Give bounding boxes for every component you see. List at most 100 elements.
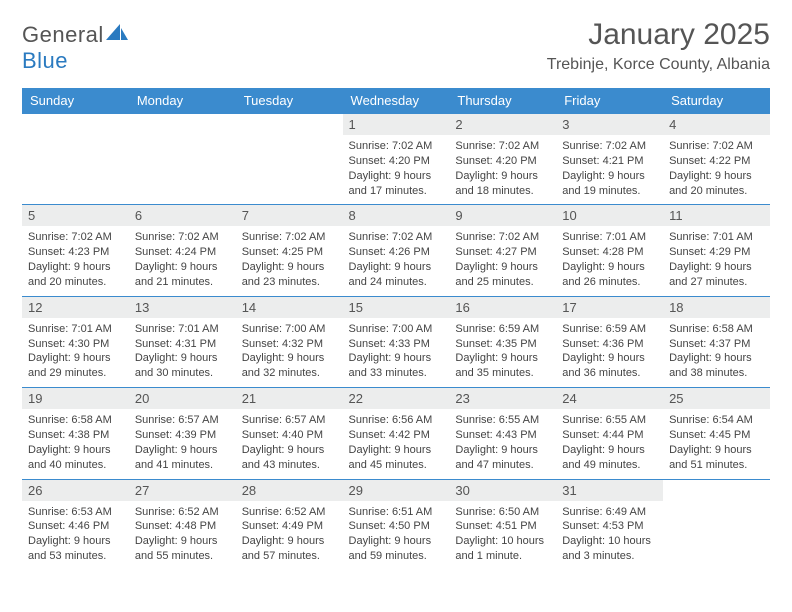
- weekday-header: Wednesday: [343, 88, 450, 114]
- calendar-cell: 29Sunrise: 6:51 AMSunset: 4:50 PMDayligh…: [343, 479, 450, 570]
- weekday-header: Friday: [556, 88, 663, 114]
- calendar-cell: 2Sunrise: 7:02 AMSunset: 4:20 PMDaylight…: [449, 114, 556, 205]
- header: GeneralBlue January 2025 Trebinje, Korce…: [22, 18, 770, 74]
- day-number: 20: [129, 388, 236, 409]
- location-text: Trebinje, Korce County, Albania: [547, 56, 770, 74]
- day-number: 17: [556, 297, 663, 318]
- day-details: Sunrise: 7:00 AMSunset: 4:33 PMDaylight:…: [343, 318, 450, 387]
- day-number: 27: [129, 480, 236, 501]
- day-number: 22: [343, 388, 450, 409]
- day-number: 10: [556, 205, 663, 226]
- calendar-cell: 1Sunrise: 7:02 AMSunset: 4:20 PMDaylight…: [343, 114, 450, 205]
- calendar-cell-empty: [663, 479, 770, 570]
- day-details: Sunrise: 6:57 AMSunset: 4:39 PMDaylight:…: [129, 409, 236, 478]
- day-number: 30: [449, 480, 556, 501]
- calendar-header-row: SundayMondayTuesdayWednesdayThursdayFrid…: [22, 88, 770, 114]
- day-number: 2: [449, 114, 556, 135]
- calendar-cell: 25Sunrise: 6:54 AMSunset: 4:45 PMDayligh…: [663, 388, 770, 479]
- calendar-cell: 30Sunrise: 6:50 AMSunset: 4:51 PMDayligh…: [449, 479, 556, 570]
- day-details: Sunrise: 6:59 AMSunset: 4:36 PMDaylight:…: [556, 318, 663, 387]
- weekday-header: Saturday: [663, 88, 770, 114]
- calendar-cell: 28Sunrise: 6:52 AMSunset: 4:49 PMDayligh…: [236, 479, 343, 570]
- calendar-table: SundayMondayTuesdayWednesdayThursdayFrid…: [22, 88, 770, 570]
- day-details: Sunrise: 7:01 AMSunset: 4:31 PMDaylight:…: [129, 318, 236, 387]
- day-details: Sunrise: 7:01 AMSunset: 4:30 PMDaylight:…: [22, 318, 129, 387]
- brand-part1: General: [22, 22, 104, 47]
- calendar-cell: 20Sunrise: 6:57 AMSunset: 4:39 PMDayligh…: [129, 388, 236, 479]
- day-number: 8: [343, 205, 450, 226]
- day-details: Sunrise: 7:02 AMSunset: 4:20 PMDaylight:…: [449, 135, 556, 204]
- weekday-header: Monday: [129, 88, 236, 114]
- day-number: 1: [343, 114, 450, 135]
- day-number: 4: [663, 114, 770, 135]
- day-details: Sunrise: 6:49 AMSunset: 4:53 PMDaylight:…: [556, 501, 663, 570]
- day-details: Sunrise: 6:54 AMSunset: 4:45 PMDaylight:…: [663, 409, 770, 478]
- calendar-cell: 31Sunrise: 6:49 AMSunset: 4:53 PMDayligh…: [556, 479, 663, 570]
- day-details: Sunrise: 6:58 AMSunset: 4:38 PMDaylight:…: [22, 409, 129, 478]
- calendar-cell-empty: [236, 114, 343, 205]
- calendar-cell: 24Sunrise: 6:55 AMSunset: 4:44 PMDayligh…: [556, 388, 663, 479]
- day-number: 21: [236, 388, 343, 409]
- day-number: 23: [449, 388, 556, 409]
- brand-text: GeneralBlue: [22, 22, 128, 74]
- day-number: 6: [129, 205, 236, 226]
- day-number: 5: [22, 205, 129, 226]
- calendar-cell: 12Sunrise: 7:01 AMSunset: 4:30 PMDayligh…: [22, 296, 129, 387]
- brand-logo: GeneralBlue: [22, 18, 128, 74]
- day-details: Sunrise: 7:01 AMSunset: 4:29 PMDaylight:…: [663, 226, 770, 295]
- day-details: Sunrise: 7:02 AMSunset: 4:24 PMDaylight:…: [129, 226, 236, 295]
- calendar-cell-empty: [129, 114, 236, 205]
- day-number: 13: [129, 297, 236, 318]
- day-number: 7: [236, 205, 343, 226]
- calendar-cell: 15Sunrise: 7:00 AMSunset: 4:33 PMDayligh…: [343, 296, 450, 387]
- calendar-cell: 3Sunrise: 7:02 AMSunset: 4:21 PMDaylight…: [556, 114, 663, 205]
- weekday-header: Thursday: [449, 88, 556, 114]
- calendar-cell-empty: [22, 114, 129, 205]
- calendar-cell: 18Sunrise: 6:58 AMSunset: 4:37 PMDayligh…: [663, 296, 770, 387]
- calendar-cell: 11Sunrise: 7:01 AMSunset: 4:29 PMDayligh…: [663, 205, 770, 296]
- day-number: 11: [663, 205, 770, 226]
- brand-part2: Blue: [22, 48, 68, 73]
- day-details: Sunrise: 6:59 AMSunset: 4:35 PMDaylight:…: [449, 318, 556, 387]
- calendar-cell: 22Sunrise: 6:56 AMSunset: 4:42 PMDayligh…: [343, 388, 450, 479]
- title-block: January 2025 Trebinje, Korce County, Alb…: [547, 18, 770, 74]
- day-number: 14: [236, 297, 343, 318]
- day-details: Sunrise: 7:02 AMSunset: 4:22 PMDaylight:…: [663, 135, 770, 204]
- day-details: Sunrise: 7:02 AMSunset: 4:23 PMDaylight:…: [22, 226, 129, 295]
- day-details: Sunrise: 7:02 AMSunset: 4:21 PMDaylight:…: [556, 135, 663, 204]
- day-details: Sunrise: 6:52 AMSunset: 4:48 PMDaylight:…: [129, 501, 236, 570]
- calendar-cell: 17Sunrise: 6:59 AMSunset: 4:36 PMDayligh…: [556, 296, 663, 387]
- calendar-cell: 6Sunrise: 7:02 AMSunset: 4:24 PMDaylight…: [129, 205, 236, 296]
- day-number: 3: [556, 114, 663, 135]
- day-details: Sunrise: 6:55 AMSunset: 4:43 PMDaylight:…: [449, 409, 556, 478]
- day-number: 18: [663, 297, 770, 318]
- calendar-cell: 10Sunrise: 7:01 AMSunset: 4:28 PMDayligh…: [556, 205, 663, 296]
- day-number: 9: [449, 205, 556, 226]
- day-number: 29: [343, 480, 450, 501]
- calendar-cell: 13Sunrise: 7:01 AMSunset: 4:31 PMDayligh…: [129, 296, 236, 387]
- day-details: Sunrise: 6:53 AMSunset: 4:46 PMDaylight:…: [22, 501, 129, 570]
- day-details: Sunrise: 7:02 AMSunset: 4:26 PMDaylight:…: [343, 226, 450, 295]
- calendar-row: 12Sunrise: 7:01 AMSunset: 4:30 PMDayligh…: [22, 296, 770, 387]
- day-details: Sunrise: 7:01 AMSunset: 4:28 PMDaylight:…: [556, 226, 663, 295]
- day-number: 19: [22, 388, 129, 409]
- calendar-cell: 5Sunrise: 7:02 AMSunset: 4:23 PMDaylight…: [22, 205, 129, 296]
- calendar-cell: 16Sunrise: 6:59 AMSunset: 4:35 PMDayligh…: [449, 296, 556, 387]
- day-details: Sunrise: 7:02 AMSunset: 4:25 PMDaylight:…: [236, 226, 343, 295]
- calendar-cell: 23Sunrise: 6:55 AMSunset: 4:43 PMDayligh…: [449, 388, 556, 479]
- day-details: Sunrise: 6:58 AMSunset: 4:37 PMDaylight:…: [663, 318, 770, 387]
- day-details: Sunrise: 7:00 AMSunset: 4:32 PMDaylight:…: [236, 318, 343, 387]
- calendar-cell: 21Sunrise: 6:57 AMSunset: 4:40 PMDayligh…: [236, 388, 343, 479]
- calendar-cell: 26Sunrise: 6:53 AMSunset: 4:46 PMDayligh…: [22, 479, 129, 570]
- day-details: Sunrise: 6:56 AMSunset: 4:42 PMDaylight:…: [343, 409, 450, 478]
- day-number: 26: [22, 480, 129, 501]
- calendar-row: 1Sunrise: 7:02 AMSunset: 4:20 PMDaylight…: [22, 114, 770, 205]
- day-number: 15: [343, 297, 450, 318]
- calendar-cell: 8Sunrise: 7:02 AMSunset: 4:26 PMDaylight…: [343, 205, 450, 296]
- day-number: 12: [22, 297, 129, 318]
- calendar-cell: 14Sunrise: 7:00 AMSunset: 4:32 PMDayligh…: [236, 296, 343, 387]
- day-details: Sunrise: 6:55 AMSunset: 4:44 PMDaylight:…: [556, 409, 663, 478]
- calendar-row: 5Sunrise: 7:02 AMSunset: 4:23 PMDaylight…: [22, 205, 770, 296]
- calendar-cell: 4Sunrise: 7:02 AMSunset: 4:22 PMDaylight…: [663, 114, 770, 205]
- sail-icon: [106, 22, 128, 47]
